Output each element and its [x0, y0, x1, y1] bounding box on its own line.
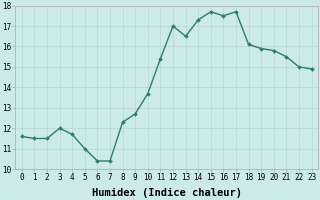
X-axis label: Humidex (Indice chaleur): Humidex (Indice chaleur): [92, 188, 242, 198]
